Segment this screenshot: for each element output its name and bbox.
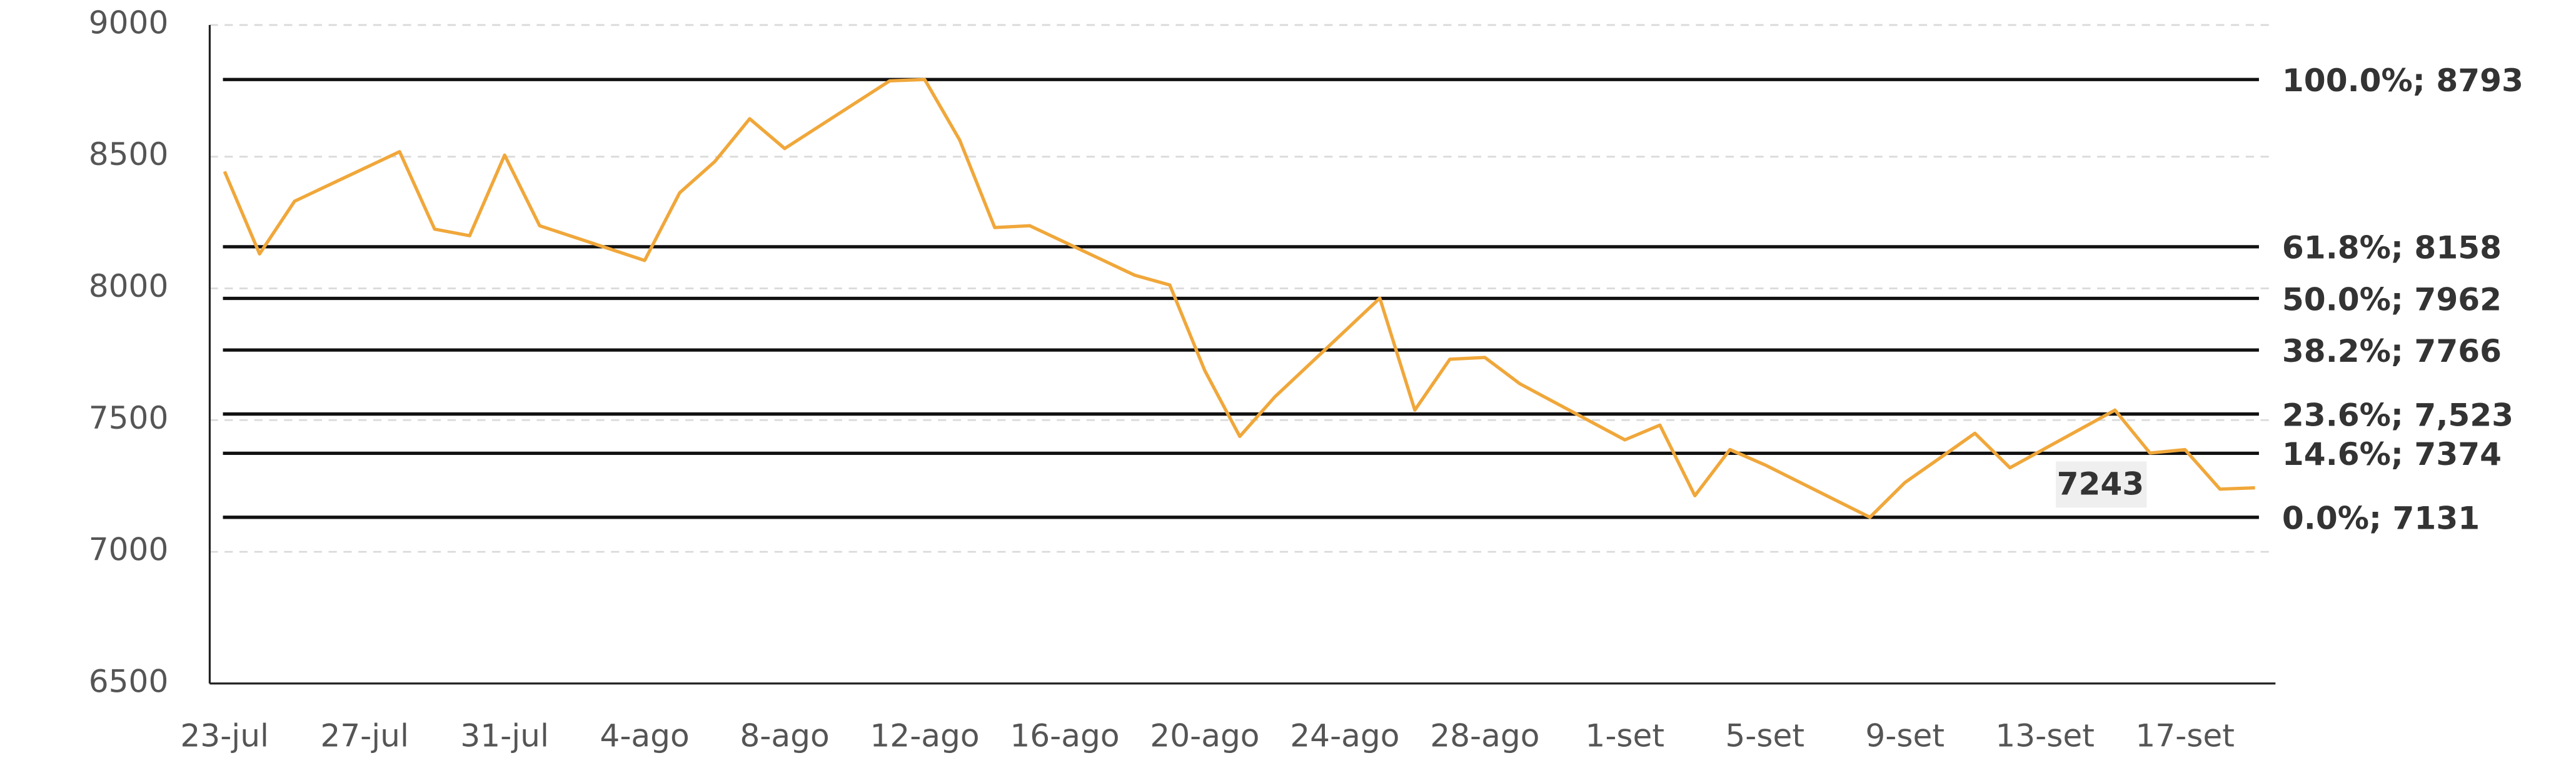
level-label: 61.8%; 8158 (2282, 229, 2502, 266)
price-line (223, 77, 2255, 519)
level-label: 50.0%; 7962 (2282, 281, 2502, 317)
x-tick-label: 9-set (1865, 717, 1945, 754)
annotation-bg (2056, 461, 2147, 508)
y-tick-label: 7000 (89, 531, 169, 568)
x-tick-label: 1-set (1585, 717, 1664, 754)
level-label: 14.6%; 7374 (2282, 436, 2502, 472)
x-tick-label: 8-ago (740, 717, 829, 754)
x-tick-label: 31-jul (460, 717, 549, 754)
x-tick-label: 12-ago (870, 717, 979, 754)
x-tick-label: 24-ago (1290, 717, 1399, 754)
x-tick-label: 4-ago (600, 717, 689, 754)
y-tick-label: 7500 (89, 399, 169, 436)
level-label: 23.6%; 7,523 (2282, 396, 2513, 433)
level-label: 100.0%; 8793 (2282, 62, 2523, 99)
y-tick-label: 8500 (89, 136, 169, 172)
y-tick-label: 6500 (89, 662, 169, 699)
x-tick-label: 20-ago (1150, 717, 1259, 754)
x-tick-label: 23-jul (180, 717, 269, 754)
annotation-label: 7243 (2057, 465, 2145, 502)
x-tick-label: 27-jul (320, 717, 409, 754)
x-tick-label: 16-ago (1010, 717, 1119, 754)
level-label: 38.2%; 7766 (2282, 332, 2502, 369)
y-tick-label: 9000 (89, 4, 169, 41)
level-label: 0.0%; 7131 (2282, 500, 2480, 537)
x-tick-label: 17-set (2135, 717, 2235, 754)
x-tick-label: 28-ago (1430, 717, 1539, 754)
y-tick-label: 8000 (89, 267, 169, 304)
x-tick-label: 13-set (1995, 717, 2095, 754)
x-tick-label: 5-set (1725, 717, 1804, 754)
